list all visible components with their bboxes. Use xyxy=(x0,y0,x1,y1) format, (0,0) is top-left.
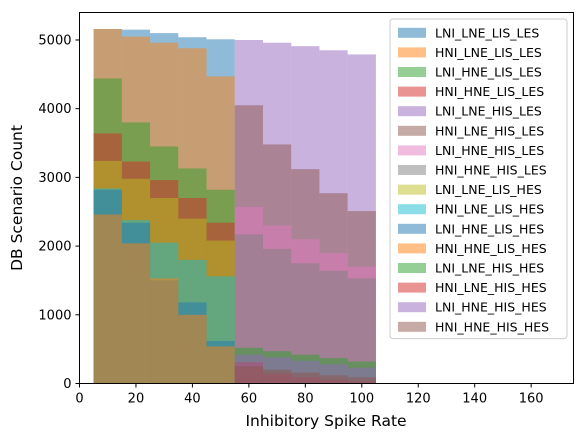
bar-hni_hne_his_hes-bin-9 xyxy=(347,377,376,384)
x-tick-label: 60 xyxy=(241,392,258,407)
bar-hni_hne_lis_hes-bin-4 xyxy=(206,346,235,384)
legend-swatch xyxy=(398,302,426,313)
legend-swatch xyxy=(398,47,426,58)
legend-label: HNI_HNE_LIS_LES xyxy=(435,84,544,99)
legend-swatch xyxy=(398,125,426,136)
y-tick-label: 2000 xyxy=(38,240,71,255)
x-axis-label: Inhibitory Spike Rate xyxy=(245,412,406,430)
legend-label: HNI_LNE_HIS_LES xyxy=(435,123,544,138)
legend-label: LNI_LNE_HIS_HES xyxy=(435,261,544,276)
y-tick-label: 0 xyxy=(63,377,71,392)
x-tick-label: 0 xyxy=(75,392,83,407)
x-tick-label: 20 xyxy=(128,392,145,407)
legend-label: LNI_LNE_LIS_LES xyxy=(435,25,539,40)
x-tick-label: 140 xyxy=(462,392,487,407)
bar-hni_hne_lis_hes-bin-3 xyxy=(178,314,207,384)
y-tick-label: 4000 xyxy=(38,102,71,117)
legend-label: LNI_HNE_LIS_HES xyxy=(435,221,544,236)
legend-swatch xyxy=(398,243,426,254)
legend-label: LNI_LNE_LIS_HES xyxy=(435,182,542,197)
legend-label: HNI_LNE_HIS_HES xyxy=(435,280,547,295)
bar-hni_hne_lis_hes-bin-0 xyxy=(93,214,122,384)
x-tick-label: 80 xyxy=(297,392,314,407)
legend-label: HNI_HNE_HIS_LES xyxy=(435,163,547,178)
bar-hni_hne_lis_hes-bin-1 xyxy=(121,243,151,384)
legend-swatch xyxy=(398,165,426,175)
x-axis: 0 20 40 60 80 100 120 140 160 xyxy=(75,383,544,407)
y-tick-label: 1000 xyxy=(38,308,71,323)
legend-swatch xyxy=(398,263,426,273)
bar-hni_hne_lis_hes-bin-2 xyxy=(150,278,179,384)
x-tick-label: 40 xyxy=(184,392,201,407)
legend: LNI_LNE_LIS_LES HNI_LNE_LIS_LES LNI_HNE_LI… xyxy=(389,18,568,340)
legend-label: HNI_HNE_LIS_HES xyxy=(435,241,547,256)
legend-swatch xyxy=(398,145,426,156)
bar-hni_hne_his_hes-bin-5 xyxy=(234,366,263,384)
legend-label: HNI_HNE_HIS_HES xyxy=(435,319,549,334)
legend-swatch xyxy=(398,86,426,97)
legend-swatch xyxy=(398,184,426,195)
y-tick-label: 5000 xyxy=(38,33,71,48)
bar-hni_hne_his_hes-bin-6 xyxy=(262,369,292,384)
y-tick-label: 3000 xyxy=(38,171,71,186)
legend-label: HNI_LNE_LIS_LES xyxy=(435,45,542,60)
bars-layer xyxy=(93,28,376,384)
plot-frame xyxy=(79,12,574,384)
x-tick-label: 100 xyxy=(349,392,374,407)
legend-frame xyxy=(389,18,568,340)
legend-swatch xyxy=(398,321,426,332)
legend-label: LNI_HNE_LIS_LES xyxy=(435,65,542,80)
x-tick-label: 160 xyxy=(519,392,544,407)
bar-hni_hne_his_hes-bin-8 xyxy=(319,375,348,384)
legend-swatch xyxy=(398,282,426,293)
legend-swatch xyxy=(398,106,426,117)
legend-label: LNI_HNE_HIS_LES xyxy=(435,143,544,158)
x-tick-label: 120 xyxy=(406,392,431,407)
legend-swatch xyxy=(398,223,426,234)
legend-label: LNI_LNE_HIS_LES xyxy=(435,104,542,119)
legend-label: HNI_LNE_LIS_HES xyxy=(435,202,544,217)
legend-label: LNI_HNE_HIS_HES xyxy=(435,300,547,315)
legend-swatch xyxy=(398,204,426,215)
bar-hni_hne_his_hes-bin-7 xyxy=(291,372,320,384)
legend-swatch xyxy=(398,27,426,38)
legend-swatch xyxy=(398,67,426,77)
y-axis-label: DB Scenario Count xyxy=(8,125,26,271)
y-axis: 0 1000 2000 3000 4000 5000 xyxy=(38,33,80,392)
